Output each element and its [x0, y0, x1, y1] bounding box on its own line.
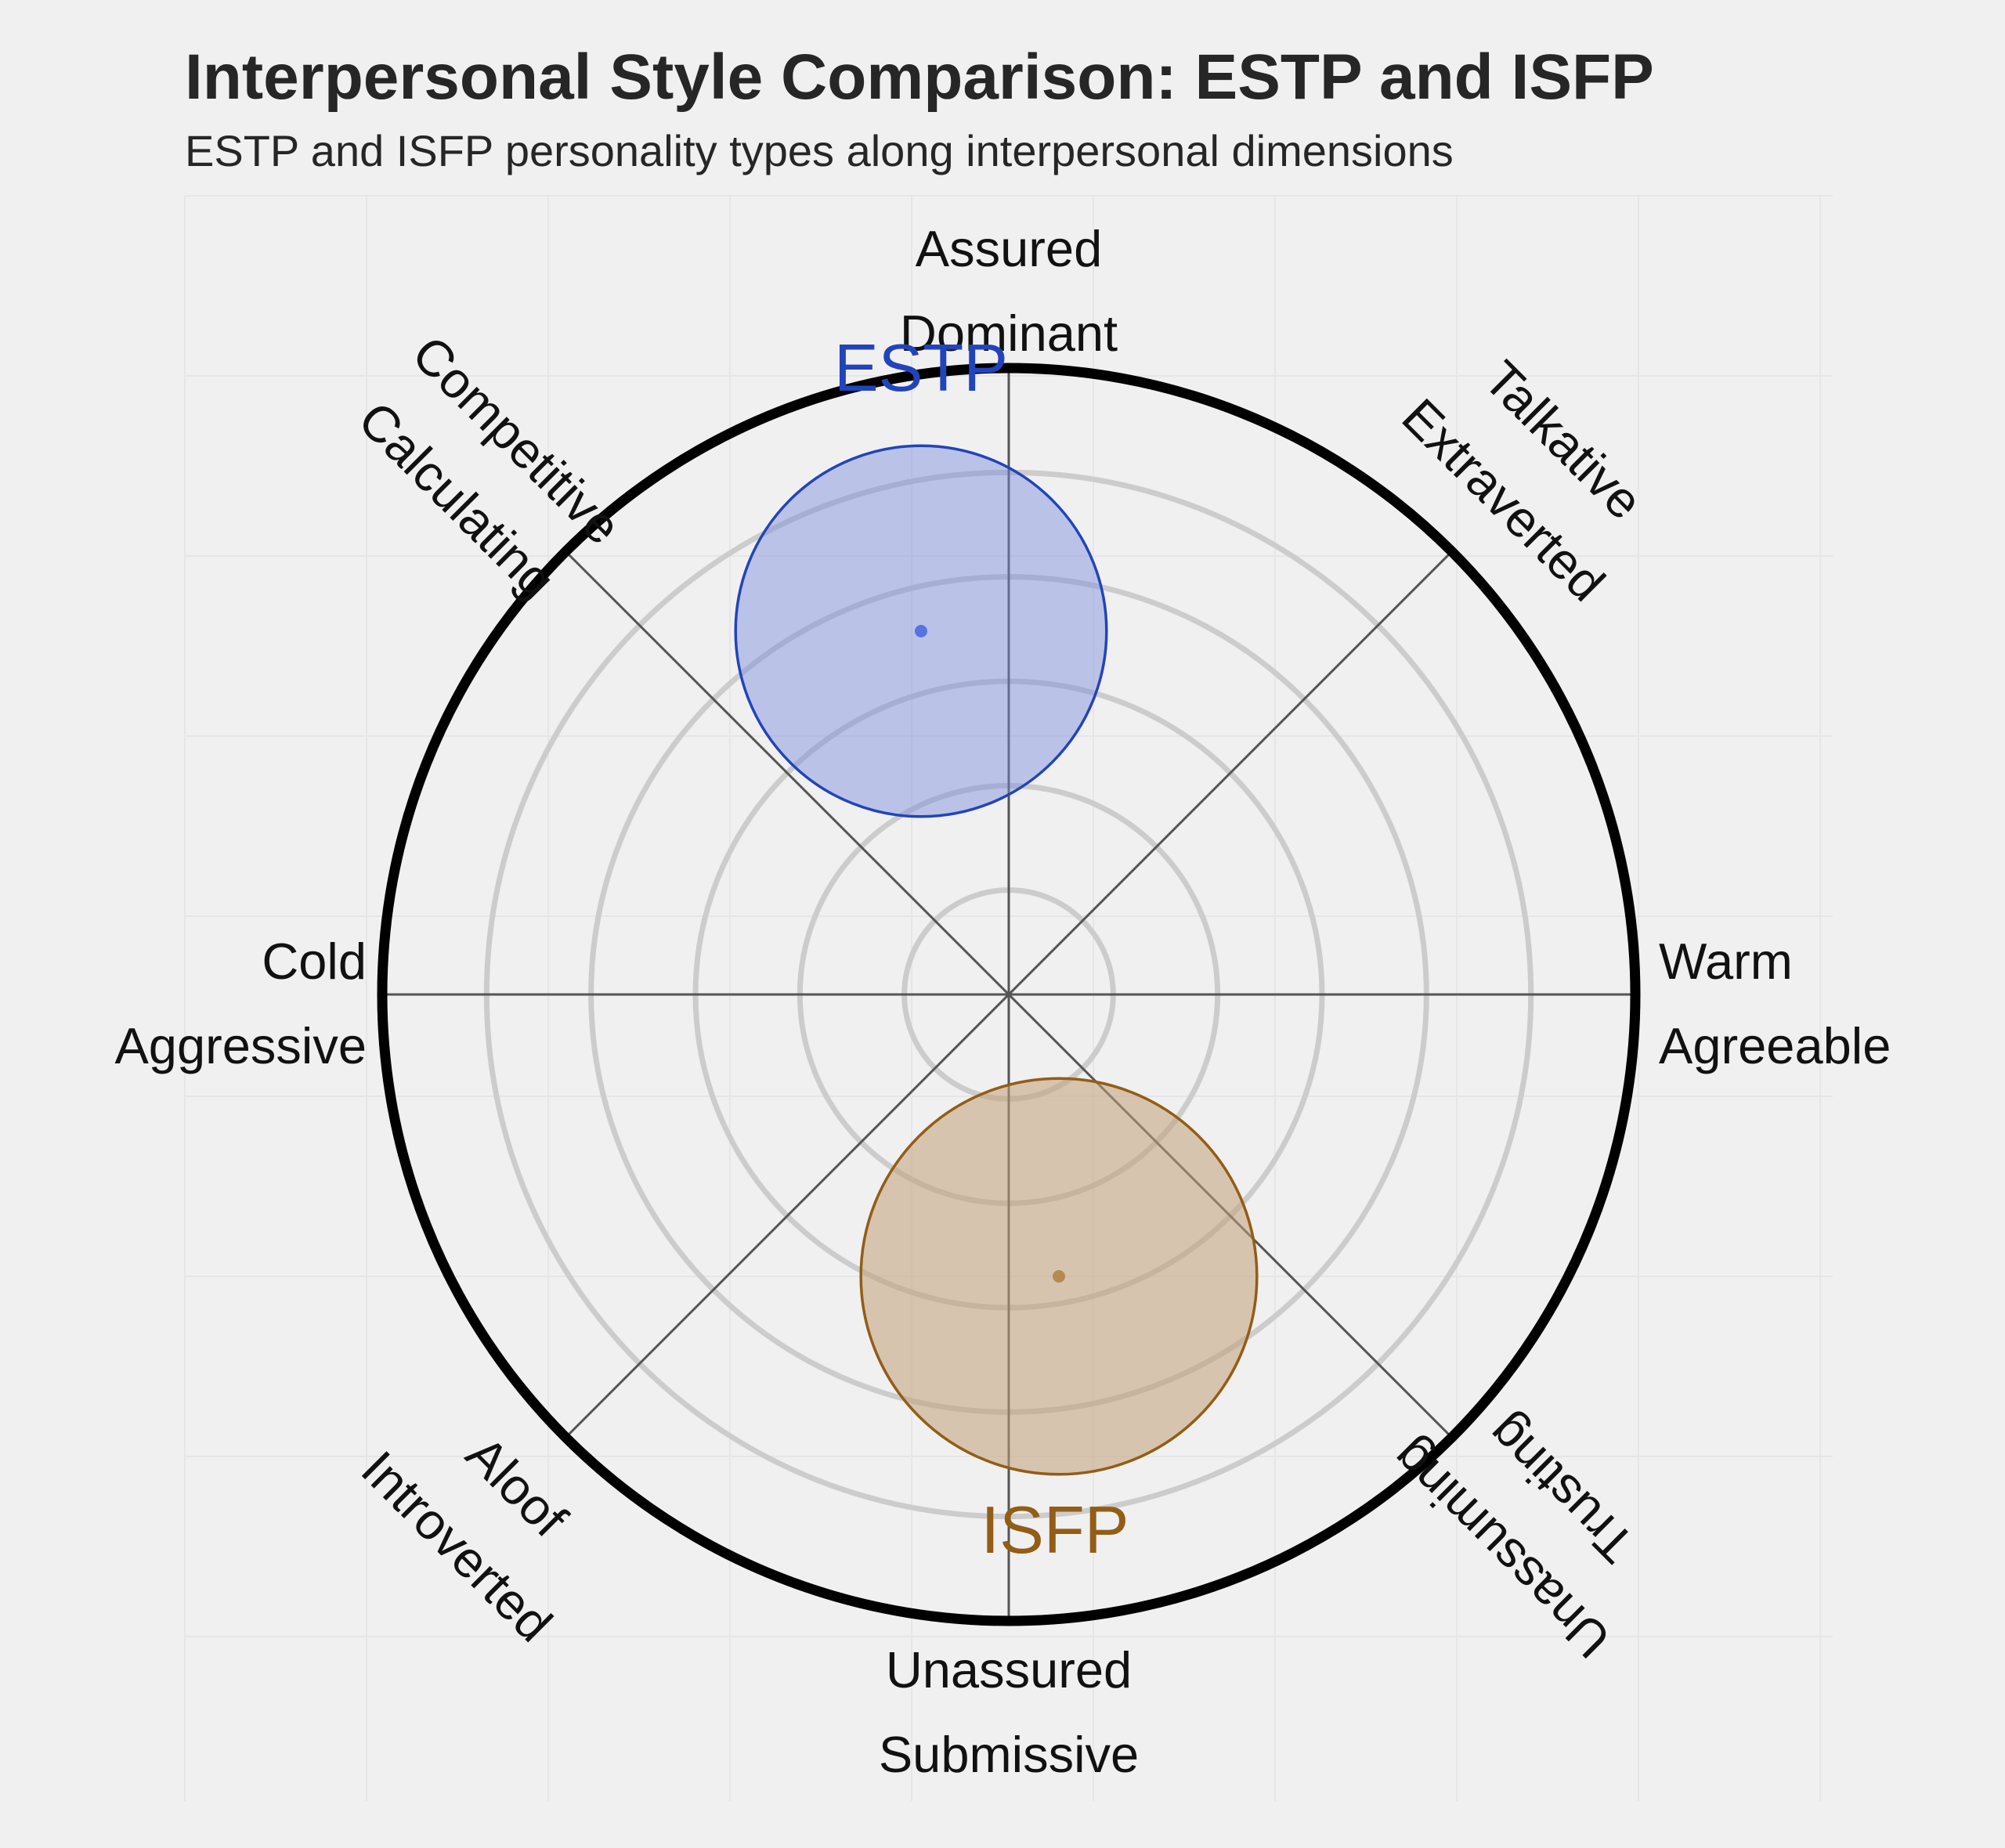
axis-label: Warm: [1659, 933, 1793, 990]
outer-circle: [377, 363, 1641, 1626]
center-point-isfp: [1053, 1270, 1065, 1283]
axis-label: Agreeable: [1659, 1017, 1891, 1074]
series-label-isfp: ISFP: [981, 1493, 1129, 1568]
axis-label: Cold: [262, 933, 367, 990]
axis-label: Dominant: [900, 305, 1118, 362]
axis-line: [565, 550, 1453, 1438]
axis-label: Submissive: [879, 1726, 1139, 1783]
center-point-estp: [915, 625, 927, 637]
axis-label: Aggressive: [114, 1017, 367, 1074]
axis-label-group: Cold Aggressive: [114, 933, 367, 1074]
axis-label-group: Unassured Submissive: [879, 1641, 1139, 1783]
series-isfp: [859, 1077, 1259, 1476]
axis-label: Unassured: [886, 1641, 1132, 1698]
series-label-estp: ESTP: [834, 331, 1008, 406]
axis-label: Assured: [916, 220, 1102, 277]
chart-title: Interpersonal Style Comparison: ESTP and…: [185, 42, 1654, 113]
chart-subtitle: ESTP and ISFP personality types along in…: [185, 126, 1454, 175]
axis-label-group: Assured Dominant: [900, 220, 1118, 362]
axis-label-group: Warm Agreeable: [1659, 933, 1891, 1074]
series-estp: [734, 444, 1108, 818]
